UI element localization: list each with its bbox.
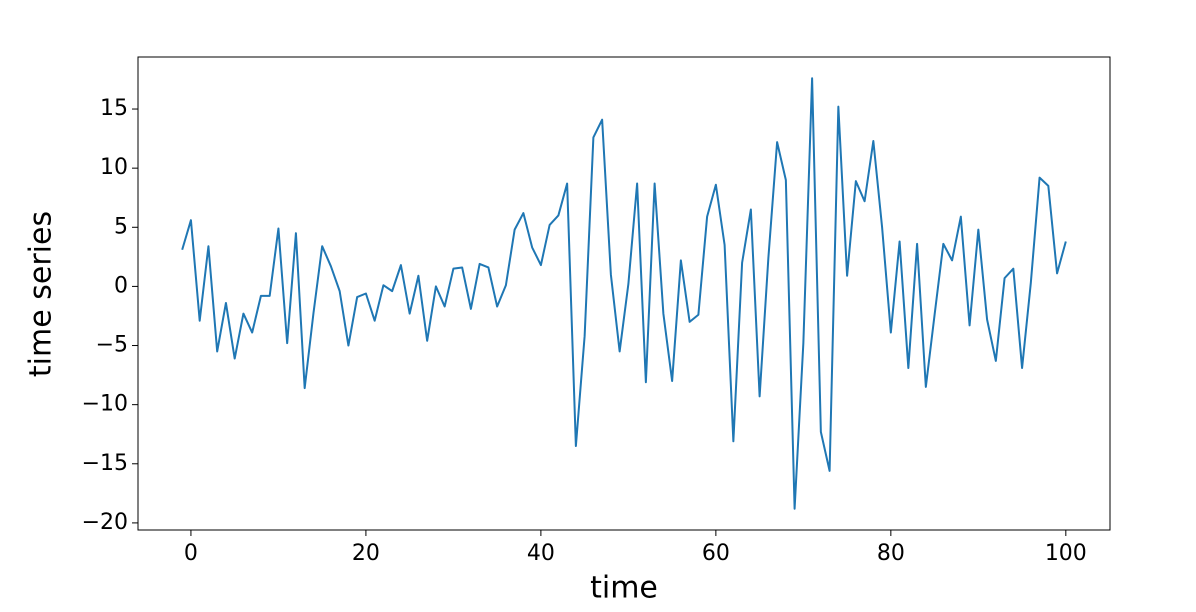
x-axis-label: time — [590, 571, 658, 606]
y-tick-label: −20 — [82, 510, 128, 535]
x-tick-label: 60 — [702, 541, 730, 566]
y-axis-label: time series — [24, 211, 59, 377]
y-tick-label: −15 — [82, 451, 128, 476]
x-tick-label: 40 — [527, 541, 555, 566]
x-tick-label: 20 — [352, 541, 380, 566]
y-tick-label: 0 — [114, 273, 128, 298]
y-tick-label: 10 — [100, 155, 128, 180]
y-tick-label: 15 — [100, 96, 128, 121]
plot-frame — [137, 56, 1111, 531]
x-tick-label: 80 — [877, 541, 905, 566]
x-tick-label: 100 — [1045, 541, 1087, 566]
y-tick-label: −5 — [96, 333, 128, 358]
y-tick-label: 5 — [114, 214, 128, 239]
y-tick-label: −10 — [82, 392, 128, 417]
data-line — [181, 77, 1067, 510]
x-tick-label: 0 — [184, 541, 198, 566]
